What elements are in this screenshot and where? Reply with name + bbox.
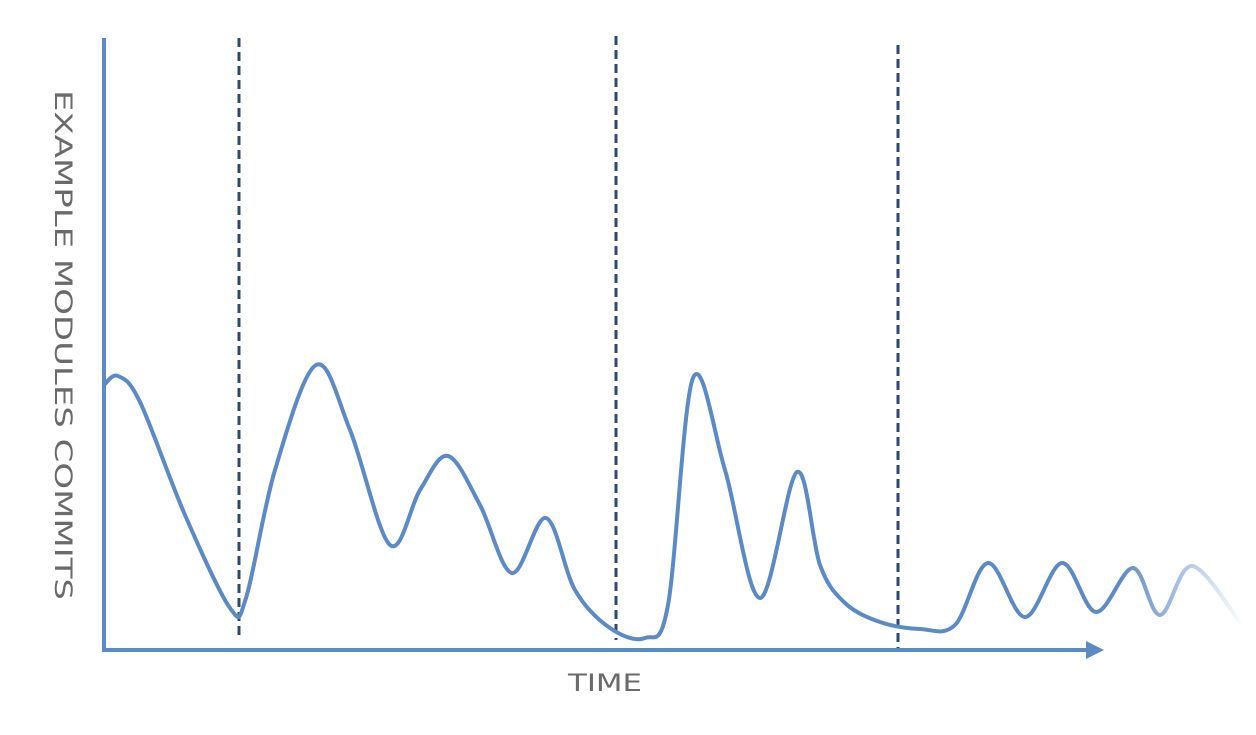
x-axis-label: TIME <box>567 669 642 697</box>
x-axis-arrow <box>1086 641 1104 659</box>
y-axis-label: EXAMPLE MODULES COMMITS <box>49 90 77 600</box>
commit-curve <box>102 362 1242 642</box>
